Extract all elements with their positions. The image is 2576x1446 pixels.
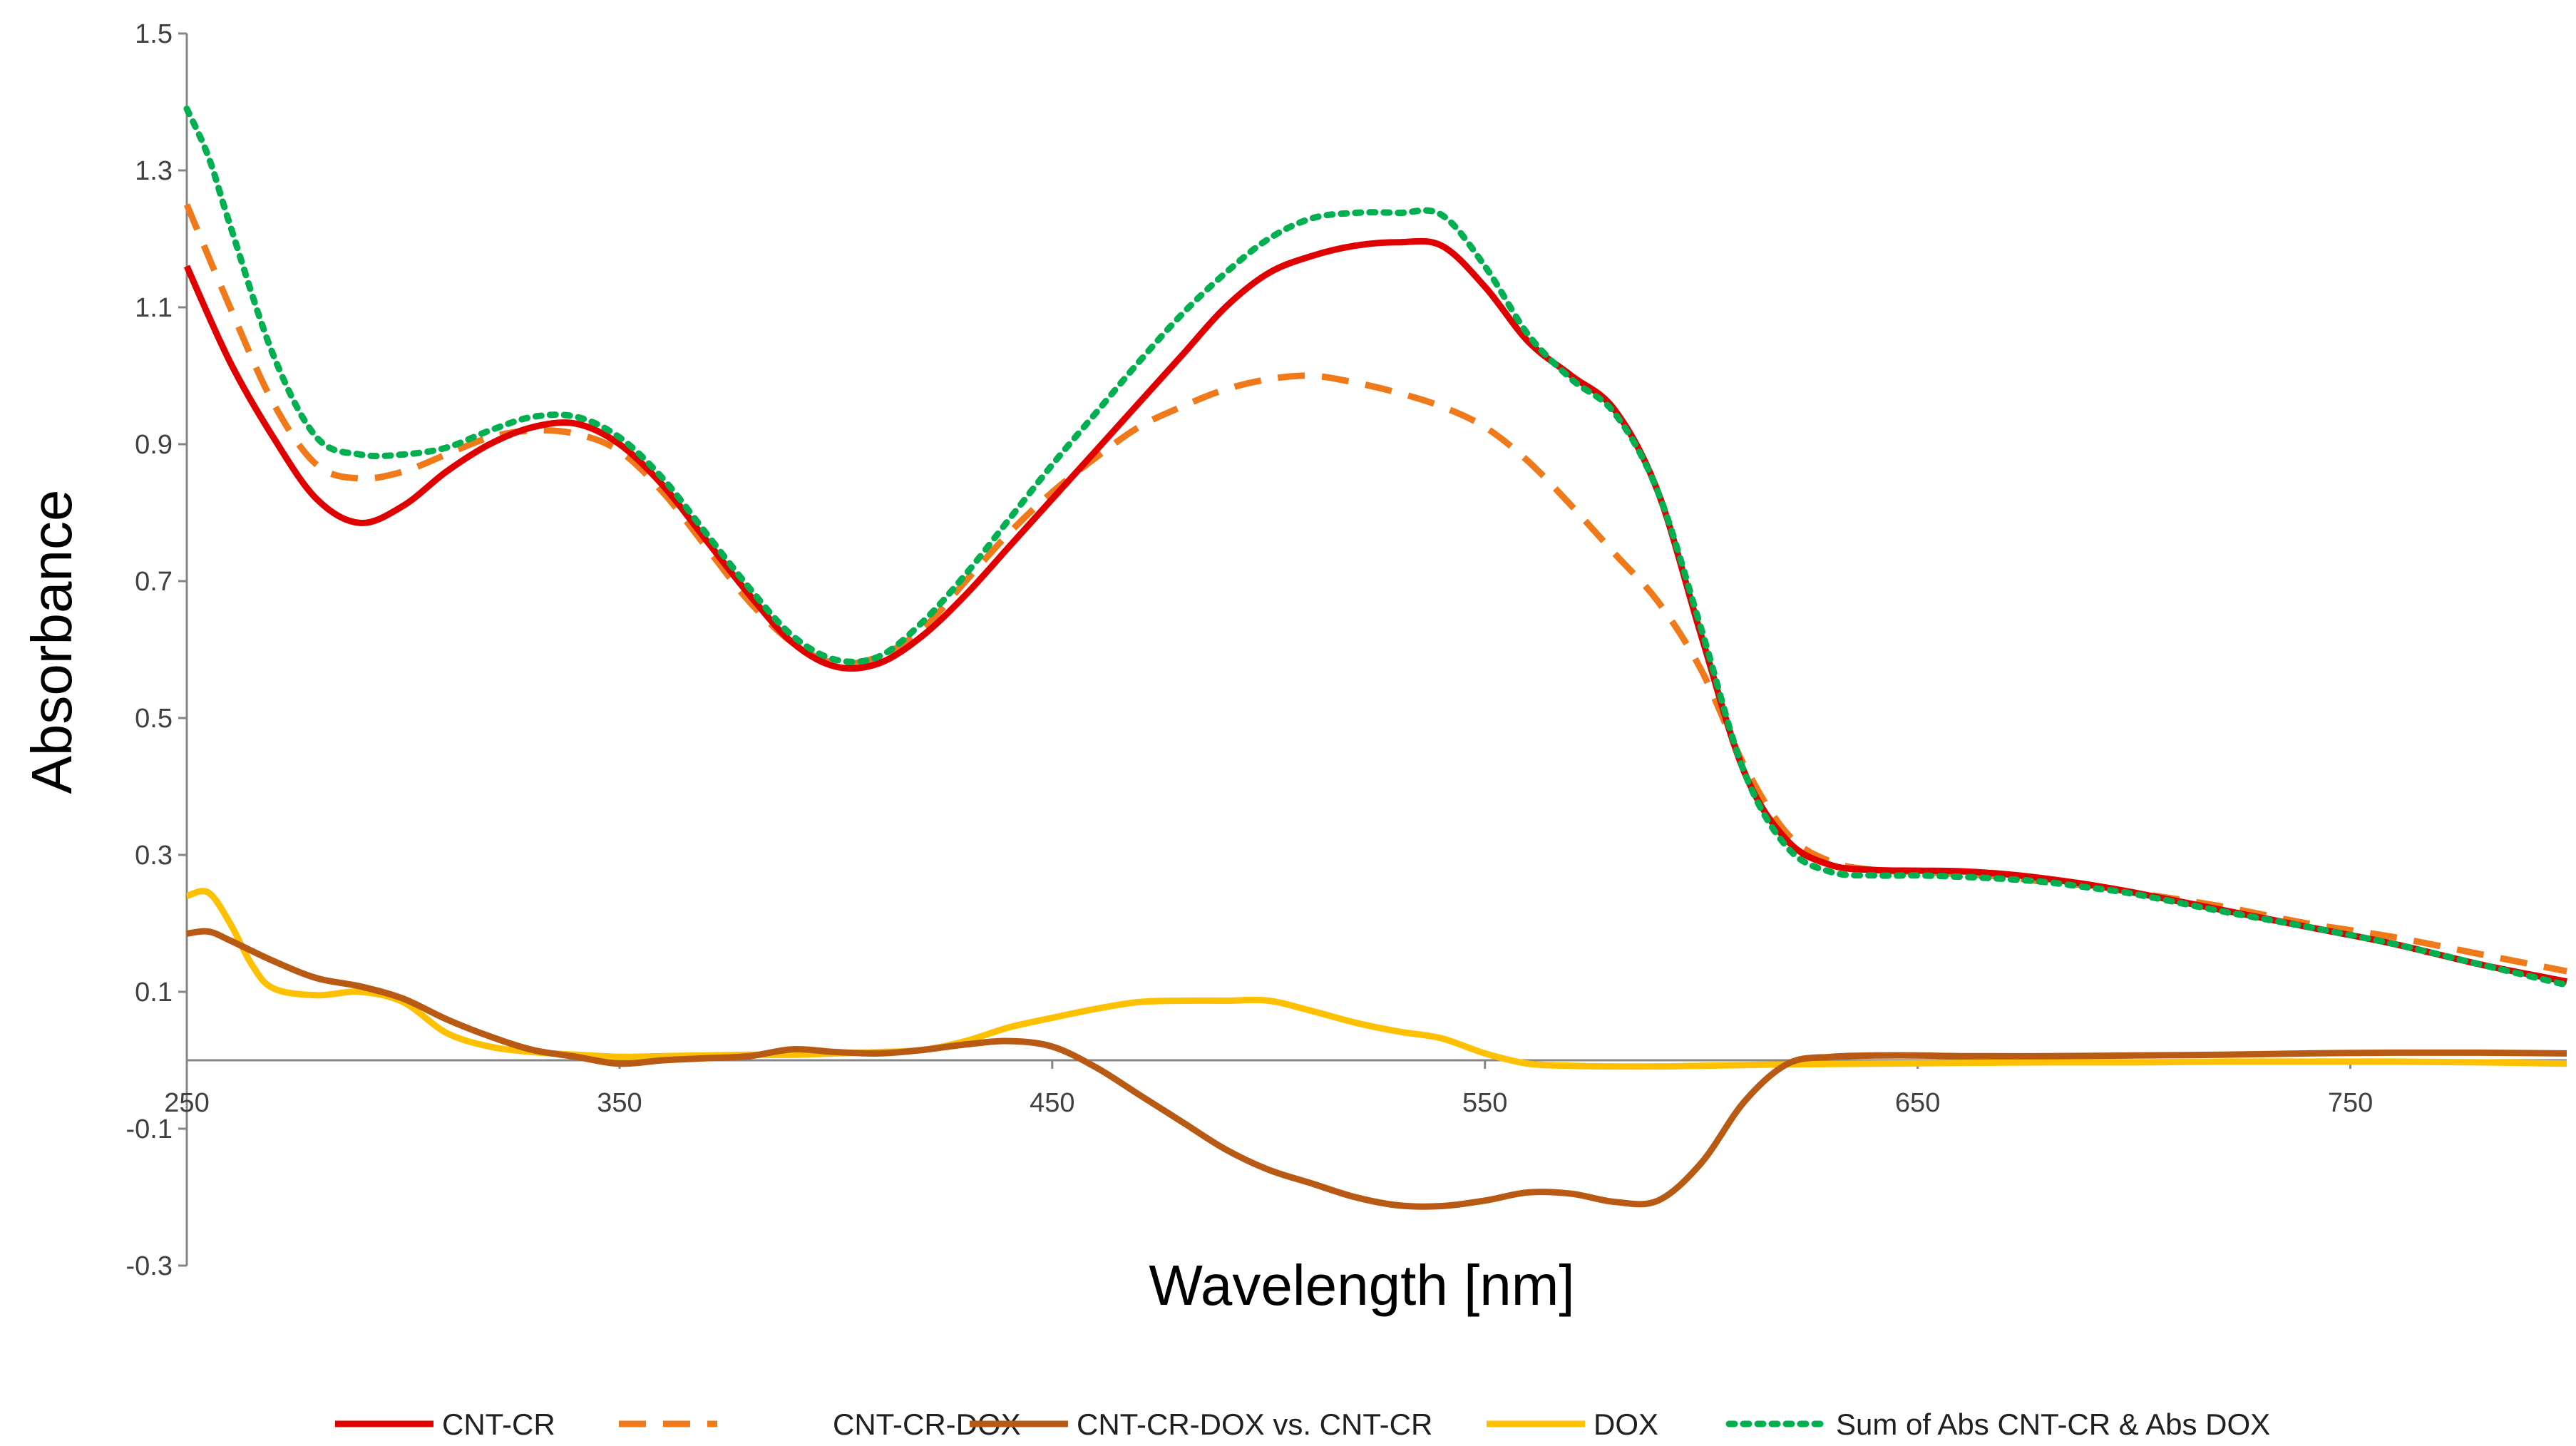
y-tick-label: 0.1	[135, 978, 173, 1007]
series-line-cnt-cr-dox-vs-cnt-cr	[186, 928, 2567, 1210]
legend: CNT-CR CNT-CR-DOX CNT-CR-DOX vs. CNT-CR DOX…	[335, 1407, 2270, 1441]
x-tick-label: 450	[1030, 1088, 1074, 1118]
series-line-cnt-cr-dox	[183, 203, 2567, 975]
series-line-cnt-cr	[183, 237, 2567, 985]
x-tick-label: 650	[1895, 1088, 1940, 1118]
series-line-sum-of-abs-cnt-cr-abs-dox	[183, 106, 2570, 988]
y-tick-label: 1.5	[135, 19, 173, 49]
y-tick-label: 0.9	[135, 430, 173, 460]
axes: -0.3 -0.1 0.1 0.3 0.5 0.7 0.9 1.1 1.3 1.5 250 350 45…	[126, 19, 2567, 1281]
legend-label: CNT-CR-DOX vs. CNT-CR	[1077, 1407, 1432, 1441]
y-axis-title: Absorbance	[20, 490, 83, 794]
y-tick-label: -0.1	[126, 1114, 173, 1144]
legend-label: DOX	[1594, 1407, 1658, 1441]
y-tick-label: 1.1	[135, 293, 173, 323]
x-tick-label: 550	[1462, 1088, 1507, 1118]
x-axis-title: Wavelength [nm]	[1149, 1253, 1574, 1317]
series-line-dox	[185, 888, 2567, 1070]
y-tick-label: 0.5	[135, 704, 173, 734]
x-tick-label: 750	[2328, 1088, 2373, 1118]
x-tick-label: 350	[597, 1088, 642, 1118]
legend-label: CNT-CR	[442, 1407, 555, 1441]
x-tick-label: 250	[164, 1088, 209, 1118]
y-tick-label: -0.3	[126, 1251, 173, 1281]
y-tick-label: 0.3	[135, 841, 173, 871]
y-tick-label: 1.3	[135, 156, 173, 186]
series-layer	[183, 106, 2570, 1210]
legend-label: Sum of Abs CNT-CR & Abs DOX	[1836, 1407, 2270, 1441]
y-tick-label: 0.7	[135, 567, 173, 597]
